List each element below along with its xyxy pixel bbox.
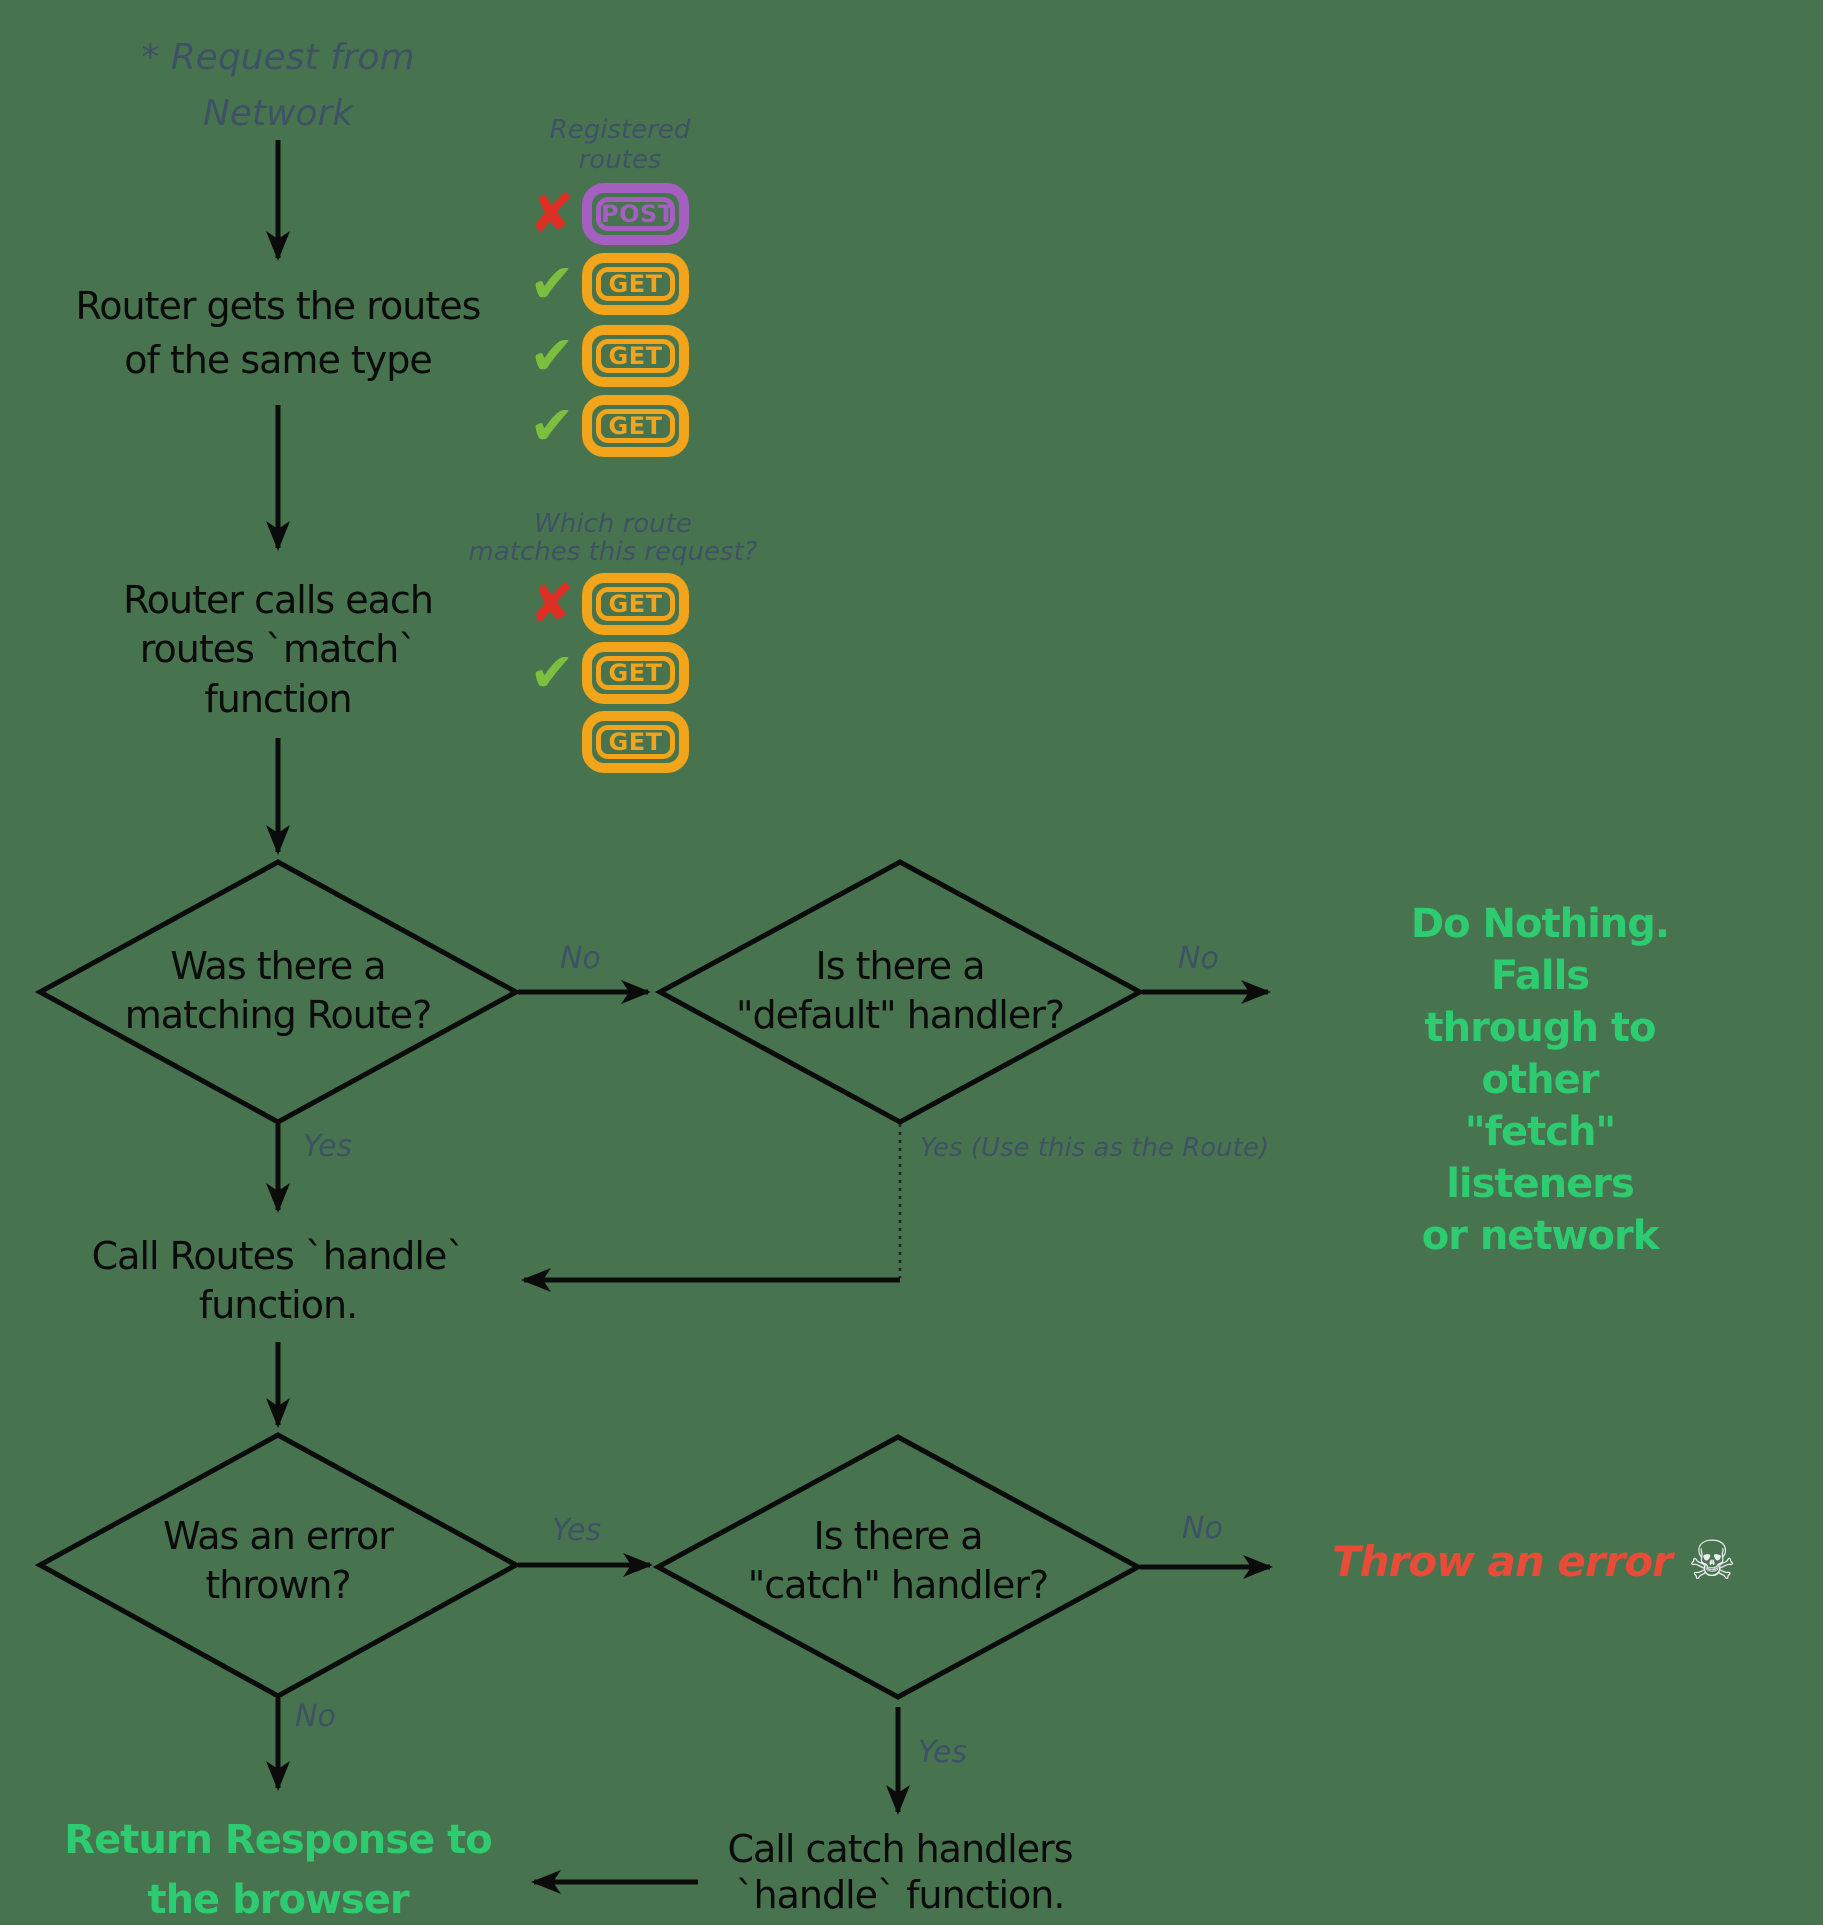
edge-label-error-yes: Yes [552,1513,602,1548]
route-badge-post: POST [582,183,689,245]
edge-label-catch-yes: Yes [918,1735,968,1770]
edge-label-default-no: No [1178,941,1219,976]
throw-error-text: Throw an error [1332,1536,1673,1586]
edge-label-matching-yes: Yes [303,1129,353,1164]
matching-route-row-get-3: GET [528,711,689,773]
step-router-calls-match: Router calls each routes `match` functio… [123,578,434,721]
registered-routes-title: Registered routes [549,115,691,175]
step-router-gets-routes: Router gets the routes of the same type [75,284,482,382]
check-icon: ✔ [529,641,575,704]
matching-route-row-get-1: ✘ GET [528,573,689,635]
diamond-error-thrown [34,1432,522,1699]
route-badge-get: GET [582,642,689,704]
result-return-response: Return Response to the browser [64,1817,492,1923]
decision-error-thrown-label: Was an error thrown? [163,1514,394,1608]
matching-routes-title: Which route matches this request? [468,509,758,568]
edge-label-matching-no: No [560,941,601,976]
check-icon: ✔ [529,394,575,457]
result-throw-error: Throw an error ☠ [1332,1534,1736,1588]
diamond-default-handler [654,859,1146,1125]
result-do-nothing: Do Nothing. Falls through to other "fetc… [1410,901,1670,1259]
route-badge-get: GET [582,253,689,315]
cross-icon: ✘ [529,572,575,635]
registered-route-row-get-3: ✔ GET [528,395,689,457]
edge-label-default-yes: Yes (Use this as the Route) [920,1133,1269,1163]
registered-route-row-post: ✘ POST [528,183,689,245]
route-method-label: GET [596,339,675,373]
matching-route-row-get-2: ✔ GET [528,642,689,704]
route-badge-get: GET [582,395,689,457]
route-badge-get: GET [582,325,689,387]
step-call-routes-handle: Call Routes `handle` function. [91,1234,466,1328]
route-method-label: GET [596,409,675,443]
skull-icon: ☠ [1687,1529,1737,1592]
route-method-label: GET [596,587,675,621]
start-node-request-from-network: * Request from Network [141,37,415,134]
route-method-label: POST [596,197,675,231]
route-method-label: GET [596,267,675,301]
diamond-matching-route [34,859,522,1125]
decision-catch-handler-label: Is there a "catch" handler? [747,1514,1049,1608]
route-badge-get: GET [582,711,689,773]
check-icon: ✔ [529,324,575,387]
decision-default-handler-label: Is there a "default" handler? [735,944,1065,1038]
registered-route-row-get-2: ✔ GET [528,325,689,387]
route-badge-get: GET [582,573,689,635]
route-method-label: GET [596,725,675,759]
edge-label-catch-no: No [1182,1511,1223,1546]
route-method-label: GET [596,656,675,690]
decision-matching-route-label: Was there a matching Route? [124,944,432,1038]
registered-route-row-get-1: ✔ GET [528,253,689,315]
cross-icon: ✘ [529,182,575,245]
edge-label-error-no: No [295,1699,336,1734]
diamond-catch-handler [652,1434,1144,1700]
step-call-catch-handlers: Call catch handlers `handle` function. [727,1827,1073,1918]
check-icon: ✔ [529,252,575,315]
